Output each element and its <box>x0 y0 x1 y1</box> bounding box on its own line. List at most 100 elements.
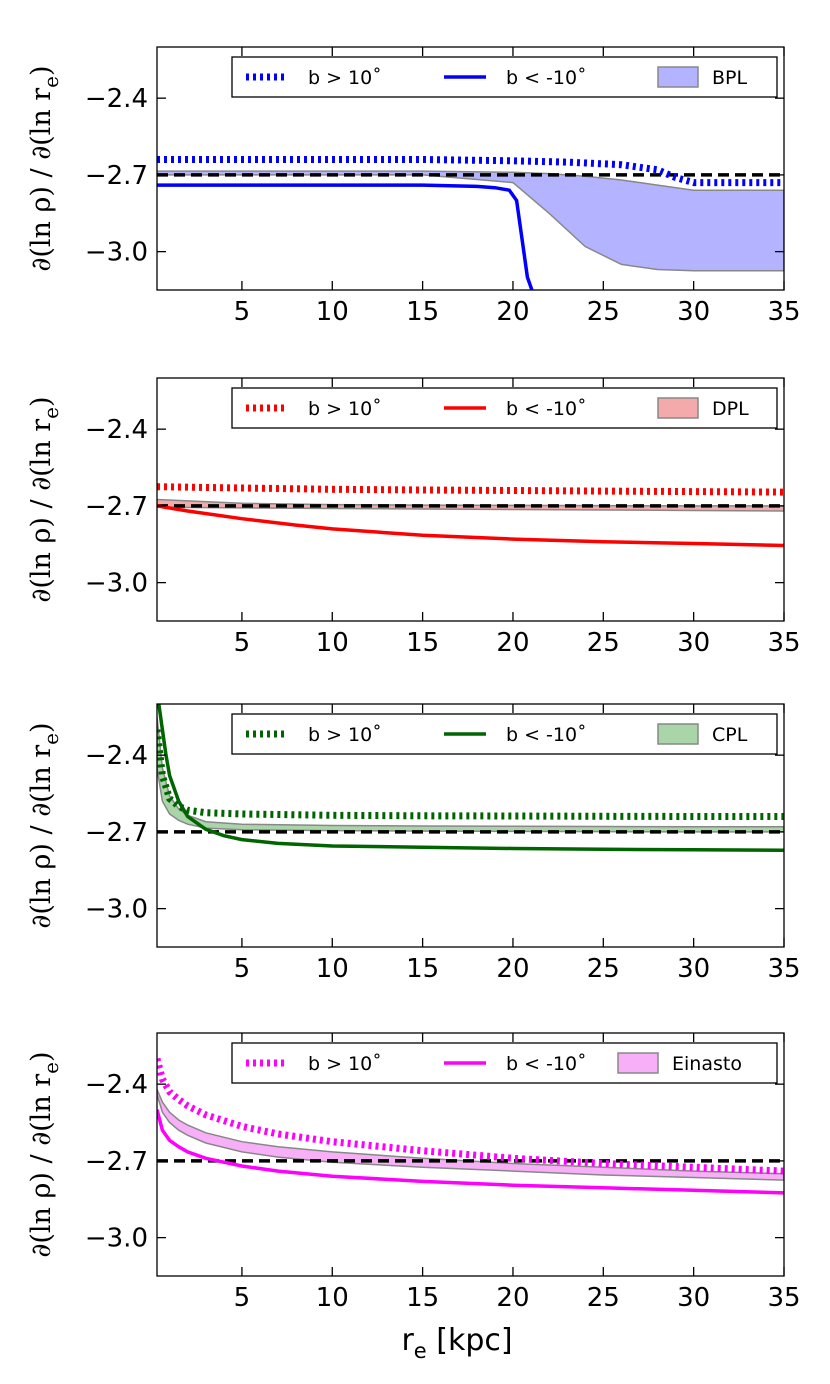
y-tick-label: −3.0 <box>85 895 148 925</box>
x-tick-label: 20 <box>496 1283 529 1313</box>
band-einasto <box>157 1089 784 1181</box>
legend-band-label: DPL <box>712 398 749 420</box>
x-tick-label: 10 <box>316 954 349 984</box>
y-tick-label: −2.4 <box>85 1070 148 1100</box>
y-axis-label: ∂(ln ρ) / ∂(ln re) <box>26 396 63 602</box>
legend-band-label: Einasto <box>672 1053 742 1075</box>
x-axis-label-main: r <box>401 1323 414 1358</box>
x-tick-label: 20 <box>496 954 529 984</box>
x-tick-label: 35 <box>767 297 800 327</box>
legend-north-label: b > 10˚ <box>308 398 382 420</box>
x-axis-label-sub: e <box>414 1339 427 1363</box>
legend-south-label: b < -10˚ <box>506 398 587 420</box>
y-tick-label: −2.7 <box>85 161 148 191</box>
legend: b > 10˚ b < -10˚ DPL <box>231 387 778 429</box>
axes-frame <box>156 1032 785 1277</box>
x-tick-label: 35 <box>767 1283 800 1313</box>
y-tick-label: −3.0 <box>85 1224 148 1254</box>
panel-2: 5 10 15 20 25 30 35 −2.4 −2.7 −3.0 ∂(ln ρ) / ∂(ln … <box>26 377 801 658</box>
x-tick-label: 20 <box>496 297 529 327</box>
y-axis-label-sub: e <box>39 1062 63 1074</box>
y-tick-label: −2.7 <box>85 492 148 522</box>
x-tick-label: 10 <box>316 628 349 658</box>
y-tick-label: −2.4 <box>85 415 148 445</box>
y-axis-label-close: ) <box>26 722 57 733</box>
legend: b > 10˚ b < -10˚ BPL <box>231 56 778 98</box>
legend-band-label: CPL <box>712 724 748 746</box>
y-tick-label: −2.7 <box>85 818 148 848</box>
panel-3: 5 10 15 20 25 30 35 −2.4 −2.7 −3.0 ∂(ln ρ) / ∂(ln … <box>26 703 801 984</box>
legend: b > 10˚ b < -10˚ CPL <box>231 713 778 755</box>
legend-frame <box>231 1042 778 1084</box>
series-north-line <box>157 1057 784 1175</box>
x-tick-label: 30 <box>677 297 710 327</box>
legend-band-swatch <box>657 66 699 88</box>
legend-north-label: b > 10˚ <box>308 67 382 89</box>
x-tick-label: 5 <box>234 954 251 984</box>
legend-south-label: b < -10˚ <box>506 1053 587 1075</box>
x-tick-label: 5 <box>234 628 251 658</box>
legend-band-swatch <box>657 723 699 745</box>
x-tick-label: 30 <box>677 1283 710 1313</box>
series-south-line <box>157 183 534 290</box>
y-tick-label: −2.4 <box>85 741 148 771</box>
y-axis-label-main: ∂(ln ρ) / ∂(ln r <box>26 745 57 929</box>
x-tick-label: 30 <box>677 628 710 658</box>
axes-frame <box>156 703 785 948</box>
x-tick-label: 15 <box>406 954 439 984</box>
legend-band-label: BPL <box>712 67 747 89</box>
series-south-line <box>157 704 784 853</box>
x-axis-label-rest: [kpc] <box>427 1323 513 1358</box>
legend-south-label: b < -10˚ <box>506 67 587 89</box>
x-tick-label: 25 <box>587 628 620 658</box>
series-north-line <box>157 156 784 187</box>
y-axis-label-main: ∂(ln ρ) / ∂(ln r <box>26 1074 57 1258</box>
series-south-line <box>157 504 784 548</box>
x-tick-label: 10 <box>316 297 349 327</box>
y-axis-label-close: ) <box>26 396 57 407</box>
x-tick-label: 25 <box>587 954 620 984</box>
panel-4: 5 10 15 20 25 30 35 −2.4 −2.7 −3.0 ∂(ln ρ) / ∂(ln … <box>26 1032 801 1313</box>
y-axis-label-sub: e <box>39 76 63 88</box>
x-tick-label: 10 <box>316 1283 349 1313</box>
x-tick-label: 25 <box>587 297 620 327</box>
x-tick-label: 35 <box>767 954 800 984</box>
y-axis-label: ∂(ln ρ) / ∂(ln re) <box>26 65 63 271</box>
x-tick-label: 35 <box>767 628 800 658</box>
plot-area <box>157 1057 784 1195</box>
band-cpl <box>157 716 784 833</box>
series-north-line <box>157 483 784 496</box>
x-tick-label: 15 <box>406 628 439 658</box>
series-north-line <box>157 729 784 820</box>
y-axis-label: ∂(ln ρ) / ∂(ln re) <box>26 1051 63 1257</box>
band-dpl <box>157 498 784 512</box>
legend-band-swatch <box>617 1052 659 1074</box>
y-tick-label: −2.7 <box>85 1147 148 1177</box>
y-tick-label: −3.0 <box>85 569 148 599</box>
plot-area <box>157 704 784 853</box>
x-tick-label: 15 <box>406 1283 439 1313</box>
plot-area <box>157 483 784 548</box>
panel-1: 5 10 15 20 25 30 35 −2.4 −2.7 −3.0 ∂(ln ρ) / ∂(ln … <box>26 46 801 327</box>
x-tick-label: 5 <box>234 1283 251 1313</box>
y-axis-label-main: ∂(ln ρ) / ∂(ln r <box>26 88 57 272</box>
x-axis-label: re [kpc] <box>401 1323 512 1363</box>
y-axis-label-sub: e <box>39 733 63 745</box>
x-tick-label: 5 <box>234 297 251 327</box>
legend: b > 10˚ b < -10˚ Einasto <box>231 1042 778 1084</box>
series-south-line <box>157 1109 784 1195</box>
band-bpl <box>157 170 784 272</box>
y-tick-label: −2.4 <box>85 84 148 114</box>
x-tick-label: 20 <box>496 628 529 658</box>
legend-band-swatch <box>657 397 699 419</box>
plot-area <box>157 156 784 290</box>
x-tick-label: 15 <box>406 297 439 327</box>
y-axis-label-close: ) <box>26 1051 57 1062</box>
legend-north-label: b > 10˚ <box>308 724 382 746</box>
legend-south-label: b < -10˚ <box>506 724 587 746</box>
x-tick-label: 30 <box>677 954 710 984</box>
axes-frame <box>156 46 785 291</box>
y-axis-label-main: ∂(ln ρ) / ∂(ln r <box>26 419 57 603</box>
y-axis-label-close: ) <box>26 65 57 76</box>
